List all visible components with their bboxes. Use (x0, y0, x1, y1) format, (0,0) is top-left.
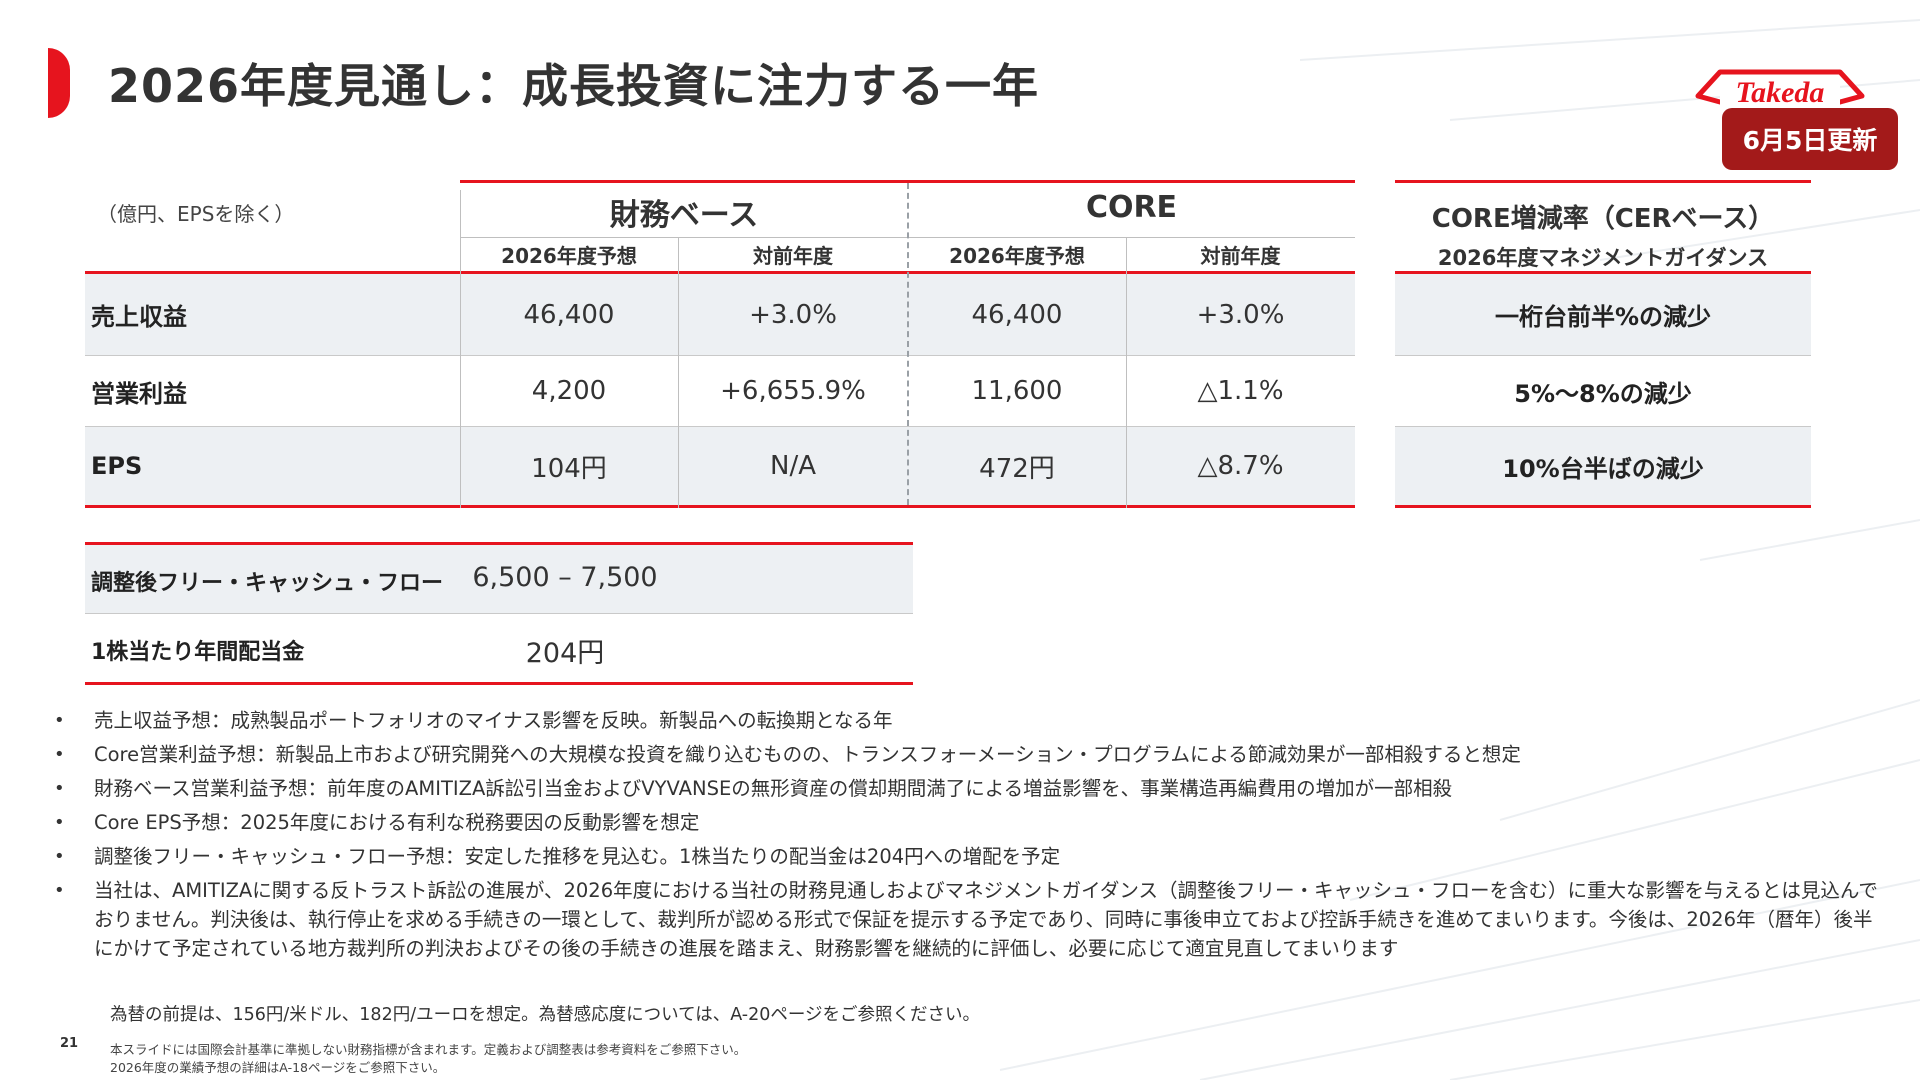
table-cell: +6,655.9% (720, 376, 866, 406)
group-label-financial-basis: 財務ベース (609, 198, 759, 233)
table-cell: 6,500 – 7,500 (472, 562, 658, 593)
table-cell: N/A (770, 451, 816, 481)
column-divider (1126, 237, 1127, 508)
table-cell: △1.1% (1197, 376, 1284, 406)
table-cell: △8.7% (1197, 451, 1284, 481)
group-divider (907, 183, 909, 505)
table-cell: +3.0% (1196, 299, 1285, 330)
row-divider (85, 613, 913, 614)
update-badge: 6月5日更新 (1722, 108, 1898, 170)
bullet-item: 当社は、AMITIZAに関する反トラスト訴訟の進展が、2026年度における当社の… (50, 876, 1880, 963)
guidance-title: CORE増減率（CERベース） (1431, 204, 1775, 234)
guidance-header-rule (1395, 271, 1811, 274)
row-divider (85, 426, 1355, 427)
bullet-item: 調整後フリー・キャッシュ・フロー予想：安定した推移を見込む。1株当たりの配当金は… (50, 842, 1880, 871)
page-number: 21 (60, 1036, 79, 1051)
row-label: 1株当たり年間配当金 (91, 640, 305, 665)
table-cell: 46,400 (523, 299, 615, 330)
column-header: 2026年度予想 (949, 244, 1085, 268)
table-row: 1株当たり年間配当金 204円 (85, 614, 913, 682)
column-header: 対前年度 (753, 244, 833, 268)
table-row: 調整後フリー・キャッシュ・フロー 6,500 – 7,500 (85, 545, 913, 613)
cash-bottom-rule (85, 682, 913, 685)
table-bottom-rule (85, 505, 1355, 508)
guidance-row: 5%～8%の減少 (1514, 379, 1692, 408)
guidance-row: 一桁台前半%の減少 (1395, 274, 1811, 355)
table-cell: 4,200 (531, 376, 607, 406)
row-label: 売上収益 (91, 303, 187, 331)
table-cell: 104円 (531, 453, 607, 484)
column-divider (678, 237, 679, 508)
row-divider (1395, 426, 1811, 427)
table-row: EPS 104円 N/A 472円 △8.7% (85, 427, 1355, 505)
header-bottom-rule (85, 271, 1355, 274)
table-row: 売上収益 46,400 +3.0% 46,400 +3.0% (85, 274, 1355, 355)
column-header: 2026年度予想 (501, 244, 637, 268)
guidance-top-rule (1395, 180, 1811, 183)
takeda-logo: Takeda (1690, 58, 1870, 118)
fx-assumption-note: 為替の前提は、156円/米ドル、182円/ユーロを想定。為替感応度については、A… (110, 1005, 981, 1025)
column-header: 対前年度 (1200, 244, 1281, 268)
unit-note: （億円、EPSを除く） (97, 202, 295, 226)
table-cell: +3.0% (749, 299, 837, 330)
page-title: 2026年度見通し：成長投資に注力する一年 (108, 59, 1040, 113)
row-label: EPS (91, 452, 143, 480)
table-cell: 204円 (525, 638, 605, 669)
bullet-item: Core営業利益予想：新製品上市および研究開発への大規模な投資を織り込むものの、… (50, 740, 1880, 769)
table-cell: 11,600 (971, 376, 1063, 406)
table-row: 営業利益 4,200 +6,655.9% 11,600 △1.1% (85, 356, 1355, 426)
bullet-item: 売上収益予想：成熟製品ポートフォリオのマイナス影響を反映。新製品への転換期となる… (50, 706, 1880, 735)
table-cell: 472円 (979, 453, 1055, 484)
row-label: 営業利益 (91, 379, 187, 408)
group-label-core: CORE (1085, 190, 1178, 225)
row-divider (1395, 355, 1811, 356)
row-divider (85, 355, 1355, 356)
footnote: 本スライドには国際会計基準に準拠しない財務指標が含まれます。定義および調整表は参… (110, 1042, 747, 1057)
guidance-subtitle: 2026年度マネジメントガイダンス (1437, 246, 1769, 270)
bullet-item: 財務ベース営業利益予想：前年度のAMITIZA訴訟引当金およびVYVANSEの無… (50, 774, 1880, 803)
row-label: 調整後フリー・キャッシュ・フロー (91, 571, 444, 596)
table-cell: 46,400 (971, 299, 1063, 330)
cash-top-rule (85, 542, 913, 545)
bullet-item: Core EPS予想：2025年度における有利な税務要因の反動影響を想定 (50, 808, 1880, 837)
guidance-row: 10%台半ばの減少 (1395, 427, 1811, 505)
commentary-bullets: 売上収益予想：成熟製品ポートフォリオのマイナス影響を反映。新製品への転換期となる… (50, 706, 1880, 968)
logo-text: Takeda (1736, 76, 1825, 109)
header-top-rule (460, 180, 1355, 183)
guidance-bottom-rule (1395, 505, 1811, 508)
footnote: 2026年度の業績予想の詳細はA-18ページをご参照下さい。 (110, 1060, 446, 1075)
column-divider (460, 190, 461, 508)
title-accent-bar (48, 48, 70, 118)
